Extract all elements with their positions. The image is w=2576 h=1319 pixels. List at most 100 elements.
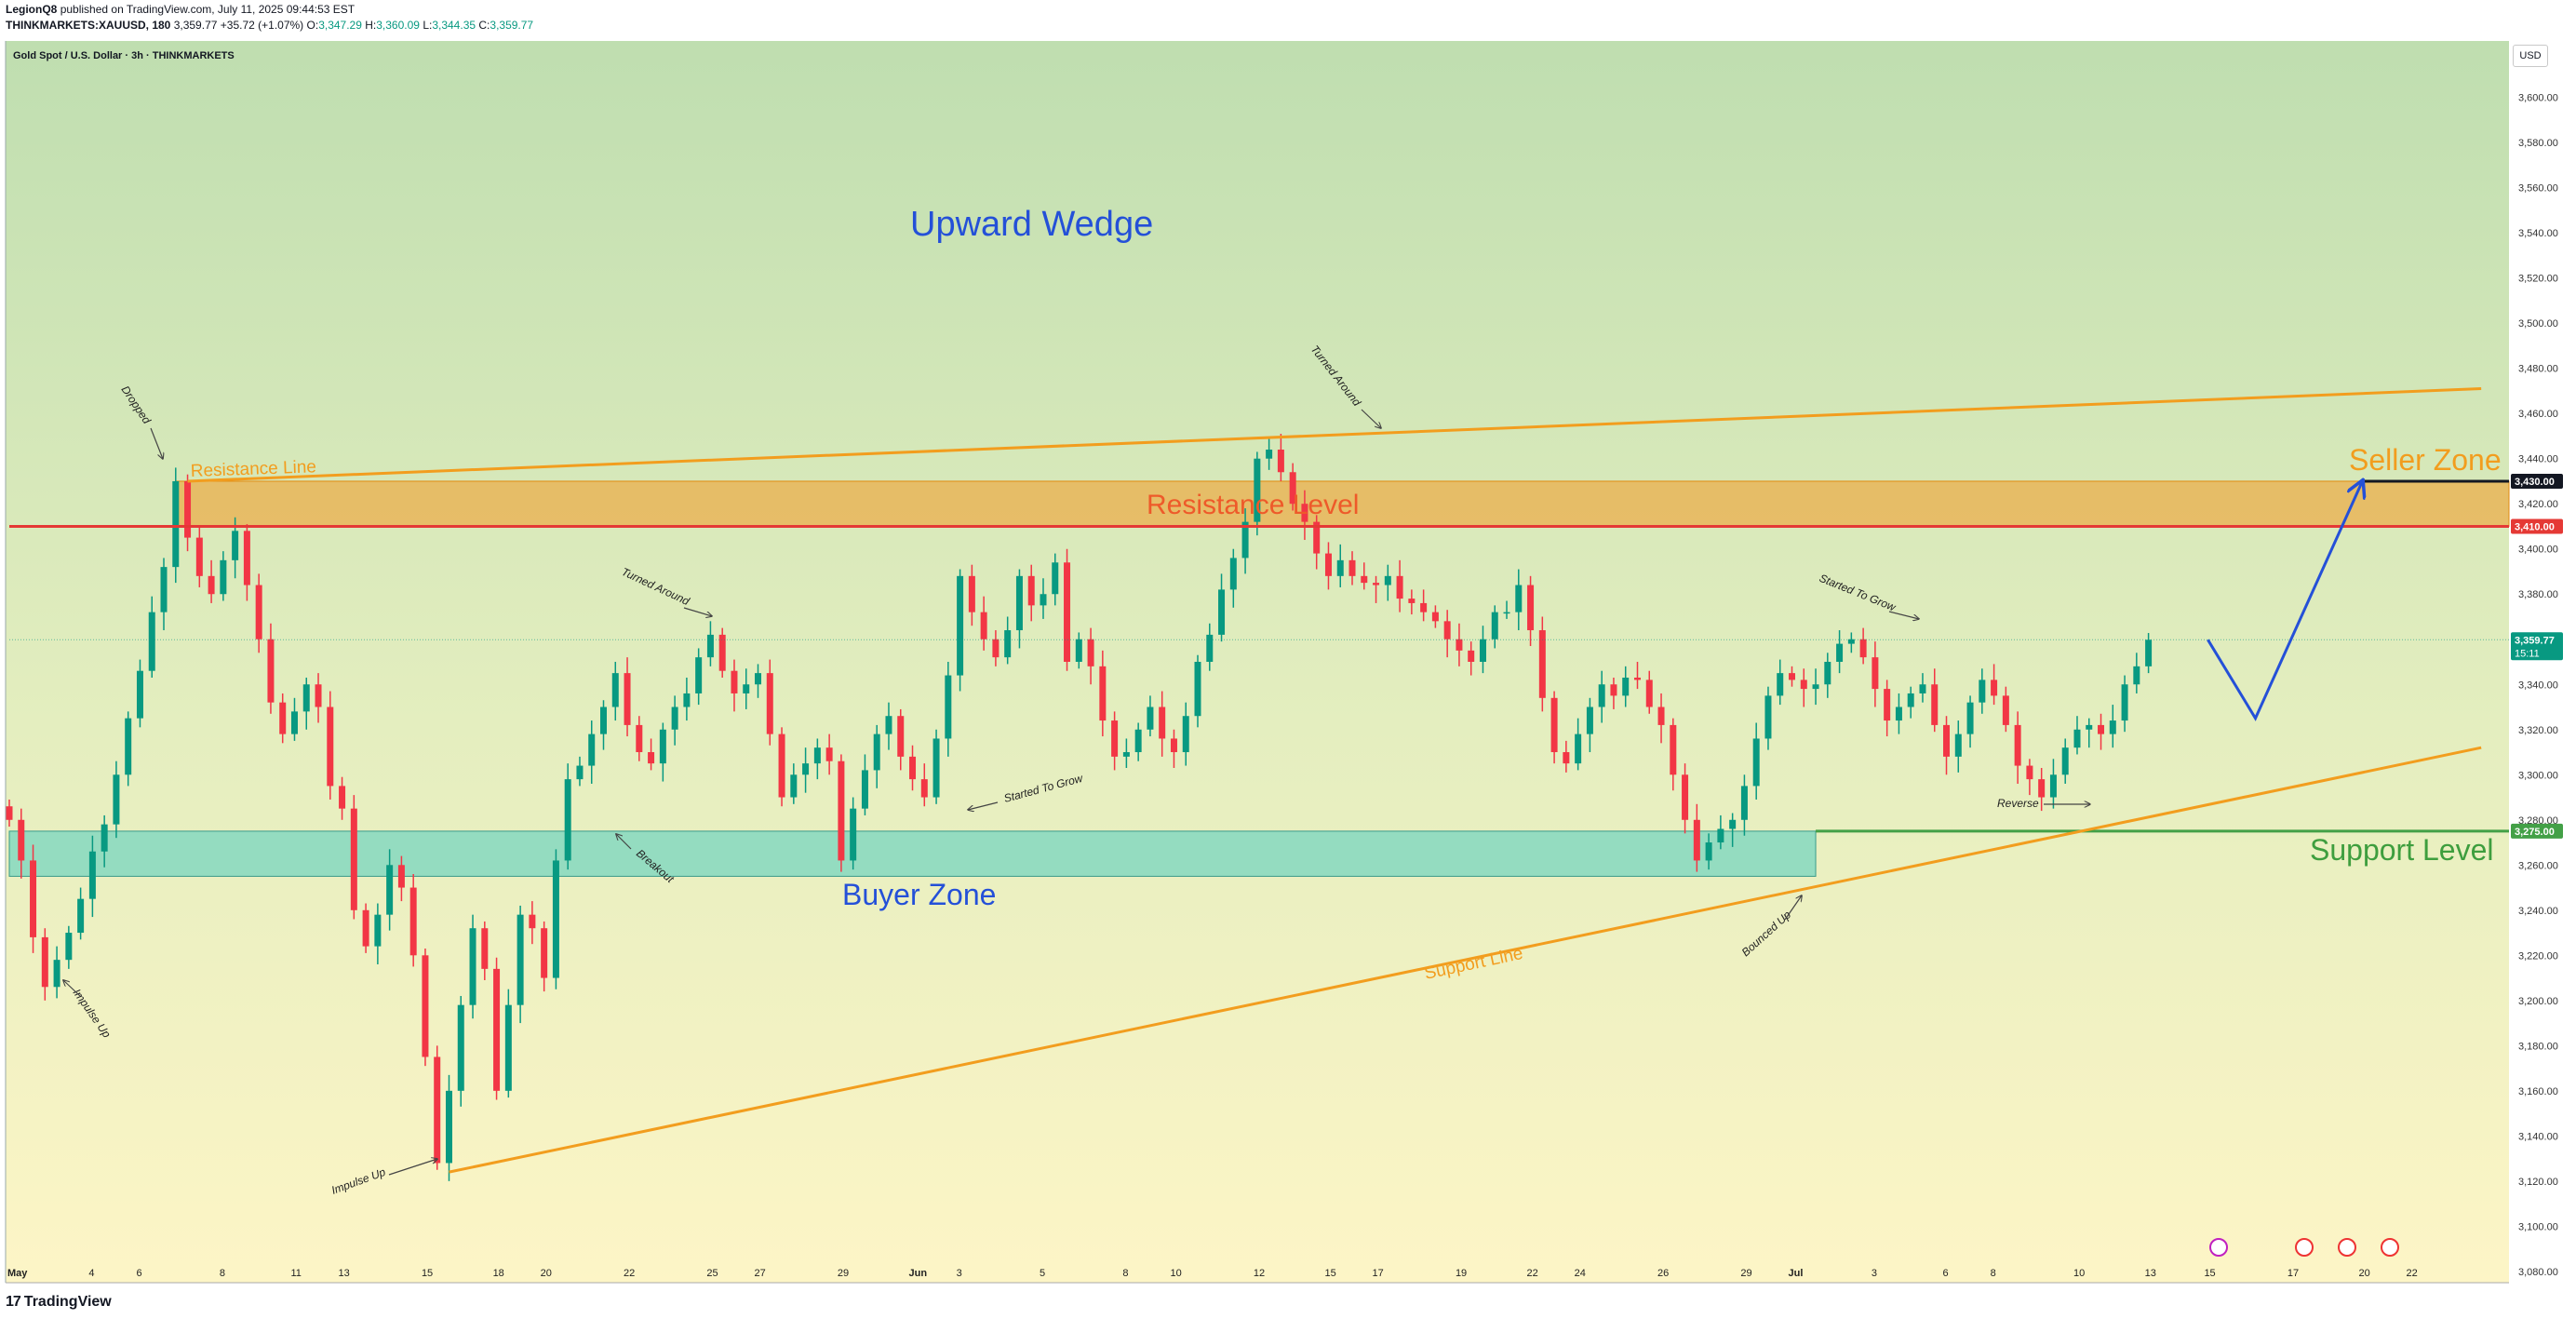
candle-body	[778, 734, 785, 798]
candle-body	[861, 770, 868, 809]
x-tick-label: 24	[1575, 1268, 1586, 1279]
candle-body	[600, 707, 607, 734]
candle-body	[1408, 599, 1415, 603]
annotation-arrow	[150, 427, 163, 459]
candle-body	[636, 724, 643, 753]
candle-body	[1966, 702, 1974, 734]
candle-body	[1182, 716, 1189, 753]
candle-body	[1824, 662, 1831, 685]
candle-body	[2109, 720, 2116, 734]
high-label: H:	[365, 19, 377, 32]
x-tick-label: 20	[2358, 1268, 2369, 1279]
chart-header: LegionQ8 published on TradingView.com, J…	[6, 2, 533, 34]
x-tick-label: 18	[493, 1268, 504, 1279]
price-badge-countdown: 15:11	[2515, 648, 2540, 659]
candle-body	[957, 575, 964, 676]
y-tick-label: 3,540.00	[2518, 228, 2558, 239]
publish-line: LegionQ8 published on TradingView.com, J…	[6, 2, 533, 18]
candle-body	[101, 824, 108, 852]
candle-body	[992, 639, 1000, 658]
x-tick-label: 22	[624, 1268, 635, 1279]
candle-body	[290, 711, 298, 734]
candle-body	[1919, 684, 1926, 693]
y-tick-label: 3,120.00	[2518, 1177, 2558, 1188]
chart-title: Upward Wedge	[910, 205, 1153, 244]
candle-body	[1563, 752, 1570, 764]
zone-buyer-zone	[8, 830, 1817, 877]
high-value: 3,360.09	[376, 19, 420, 32]
currency-button[interactable]: USD	[2513, 45, 2548, 67]
tradingview-logo: 17 TradingView	[6, 1294, 112, 1311]
x-tick-label: 22	[2407, 1268, 2418, 1279]
candle-body	[920, 779, 928, 798]
candle-body	[1254, 458, 1261, 522]
plot-background	[6, 41, 2509, 1283]
candle-body	[802, 763, 810, 775]
x-tick-label: 20	[541, 1268, 552, 1279]
y-tick-label: 3,220.00	[2518, 950, 2558, 962]
candle-body	[2026, 765, 2033, 780]
candle-body	[422, 955, 429, 1057]
label-buyer-zone: Buyer Zone	[842, 878, 996, 911]
candle-body	[980, 612, 987, 639]
candle-body	[932, 738, 940, 798]
x-tick-label: 3	[1872, 1268, 1877, 1279]
x-tick-label: 19	[1456, 1268, 1467, 1279]
label-seller-zone: Seller Zone	[2349, 443, 2502, 477]
trendline-support-line	[449, 746, 2482, 1174]
candle-body	[1979, 680, 1986, 703]
candle-body	[1836, 643, 1844, 662]
candle-body	[18, 819, 25, 861]
annotation-arrow	[388, 1159, 437, 1176]
candle-body	[909, 756, 917, 780]
candle-body	[41, 936, 48, 988]
candle-body	[1895, 707, 1902, 721]
candle-body	[1622, 677, 1630, 696]
close-label: C:	[478, 19, 490, 32]
y-tick-label: 3,240.00	[2518, 906, 2558, 917]
candle-body	[1479, 639, 1486, 662]
tv-logo-icon: 17	[6, 1294, 21, 1310]
candle-body	[1777, 673, 1784, 696]
candle-body	[850, 808, 857, 861]
candle-body	[493, 968, 501, 1091]
candle-body	[1670, 724, 1677, 775]
candle-body	[1431, 612, 1439, 622]
candle-body	[160, 567, 168, 612]
candle-body	[1645, 680, 1653, 707]
candle-body	[825, 747, 833, 761]
candle-body	[2073, 729, 2081, 748]
candle-body	[1717, 828, 1724, 843]
x-tick-label: 15	[422, 1268, 433, 1279]
author-name[interactable]: LegionQ8	[6, 3, 58, 16]
candle-body	[1515, 585, 1523, 612]
candle-body	[1800, 680, 1807, 690]
y-tick-label: 3,180.00	[2518, 1041, 2558, 1052]
candle-body	[1064, 562, 1071, 662]
candle-body	[362, 909, 369, 947]
candle-body	[434, 1057, 441, 1164]
annotation-arrow	[1784, 895, 1802, 921]
candle-body	[1598, 684, 1605, 707]
y-tick-label: 3,580.00	[2518, 138, 2558, 149]
candle-body	[88, 851, 96, 899]
candle-body	[588, 734, 596, 766]
candle-body	[873, 734, 880, 771]
candle-body	[65, 933, 73, 961]
x-tick-label: 22	[1527, 1268, 1538, 1279]
candle-body	[279, 702, 287, 734]
candle-body	[1443, 621, 1451, 639]
candle-body	[172, 480, 180, 568]
y-tick-label: 3,560.00	[2518, 183, 2558, 195]
candle-body	[1241, 521, 1249, 559]
candle-body	[125, 718, 132, 775]
candle-body	[1313, 521, 1321, 554]
x-tick-label: 8	[220, 1268, 225, 1279]
candle-body	[339, 786, 346, 809]
candles-layer	[6, 434, 2153, 1181]
candle-body	[469, 928, 476, 1005]
candle-body	[1812, 684, 1819, 690]
annotation-arrow	[1888, 611, 1919, 619]
candle-body	[1954, 734, 1962, 757]
